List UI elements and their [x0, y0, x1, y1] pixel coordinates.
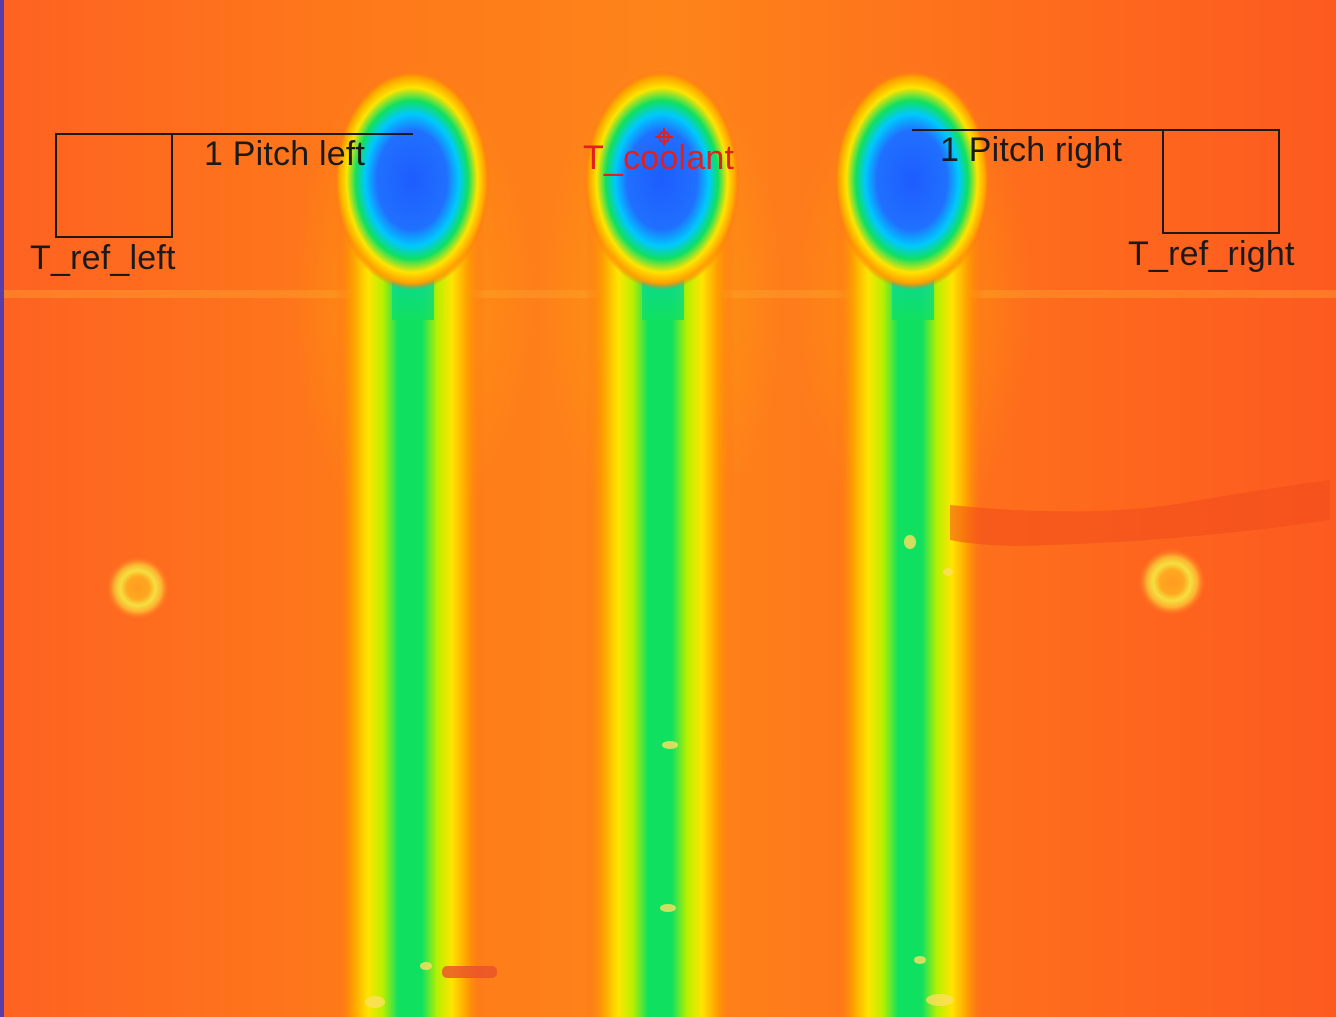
coolant-label: T_coolant — [583, 139, 735, 177]
ref-box-right — [1162, 129, 1280, 234]
ref-right-label: T_ref_right — [1128, 235, 1295, 273]
dark-mark — [442, 966, 497, 978]
fixture-ring-left — [106, 556, 170, 620]
annotations — [55, 129, 1280, 238]
ref-box-left — [55, 133, 173, 238]
cooling-channel-left — [292, 60, 532, 1017]
cooling-channel-center — [542, 60, 782, 1017]
pitch-right-label: 1 Pitch right — [940, 131, 1123, 169]
surface-spots — [365, 535, 954, 1008]
ref-left-label: T_ref_left — [30, 239, 176, 277]
left-border — [0, 0, 4, 1017]
fixture-ring-right — [1138, 548, 1206, 616]
coolant-marker — [655, 128, 673, 146]
dark-streak — [950, 480, 1330, 546]
pitch-left-label: 1 Pitch left — [204, 135, 366, 173]
cooling-channel-right — [792, 60, 1032, 1017]
